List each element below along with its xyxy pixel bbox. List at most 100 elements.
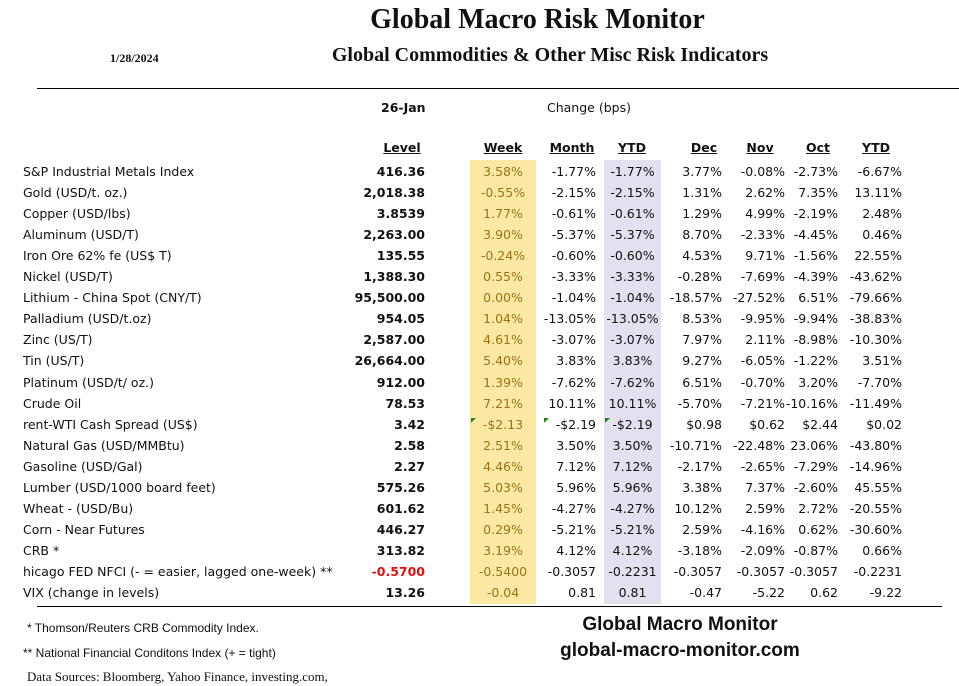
cell-level: 78.53 [385, 395, 425, 411]
cell-month: 5.96% [556, 479, 596, 495]
table-row: Corn - Near Futures 446.27 0.29% -5.21% -5.2… [0, 522, 959, 543]
change-label: Change (bps) [547, 100, 631, 115]
table-row: Gold (USD/t. oz.) 2,018.38 -0.55% -2.15% -2.… [0, 185, 959, 206]
cell-ytd-prev: 13.11% [854, 185, 902, 201]
cell-week: 1.39% [483, 374, 523, 390]
cell-month: 4.12% [556, 542, 596, 558]
table-row: Natural Gas (USD/MMBtu) 2.58 2.51% 3.50% 3.5… [0, 438, 959, 459]
cell-ytd: -1.04% [610, 290, 655, 306]
cell-dec: $0.98 [686, 416, 722, 432]
cell-oct: -2.60% [793, 479, 838, 495]
ytd-column-shade [604, 160, 661, 604]
table-row: Lithium - China Spot (CNY/T) 95,500.00 0.0… [0, 290, 959, 311]
cell-label: Copper (USD/lbs) [23, 206, 131, 222]
cell-nov: 2.11% [745, 332, 785, 348]
cell-nov: 4.99% [745, 206, 785, 222]
cell-comment-flag-icon [605, 417, 610, 423]
cell-ytd-prev: -11.49% [849, 395, 902, 411]
cell-ytd: -1.77% [610, 164, 655, 179]
cell-oct: -2.19% [793, 206, 838, 222]
cell-level: 313.82 [376, 542, 425, 558]
footnote-nfci: ** National Financial Conditons Index (+… [23, 646, 276, 660]
cell-oct: -0.87% [793, 542, 838, 558]
cell-week: 3.58% [483, 164, 523, 179]
cell-ytd: -7.62% [610, 374, 655, 390]
cell-dec: 8.53% [682, 311, 722, 327]
cell-oct: -8.98% [793, 332, 838, 348]
cell-nov: -2.65% [740, 458, 785, 474]
cell-level: 2.27 [394, 458, 425, 474]
cell-nov: -4.16% [740, 521, 785, 537]
as-of-date: 26-Jan [381, 100, 426, 115]
cell-dec: -3.18% [677, 542, 722, 558]
cell-ytd: -0.61% [610, 206, 655, 222]
cell-dec: 3.77% [682, 164, 722, 179]
cell-month: -5.37% [551, 227, 596, 243]
cell-week: 0.00% [483, 290, 523, 306]
cell-oct: 23.06% [790, 437, 838, 453]
table-row: Copper (USD/lbs) 3.8539 1.77% -0.61% -0.61% 1… [0, 206, 959, 227]
cell-month: 7.12% [556, 458, 596, 474]
cell-week: -0.04 [486, 585, 520, 600]
page-subtitle: Global Commodities & Other Misc Risk Ind… [331, 44, 769, 66]
cell-month: -0.61% [551, 206, 596, 222]
cell-nov: -2.09% [740, 542, 785, 558]
cell-ytd: -2.15% [610, 185, 655, 201]
table-row: Iron Ore 62% fe (US$ T) 135.55 -0.24% -0.60… [0, 248, 959, 269]
cell-oct: -10.16% [785, 395, 838, 411]
cell-oct: 0.62 [810, 585, 838, 600]
cell-label: Palladium (USD/t.oz) [23, 311, 152, 327]
cell-nov: 2.59% [745, 500, 785, 516]
cell-nov: -7.21% [740, 395, 785, 411]
cell-oct: -4.39% [793, 269, 838, 285]
cell-nov: -0.08% [740, 164, 785, 179]
cell-nov: -5.22 [752, 585, 785, 600]
cell-ytd-prev: -38.83% [849, 311, 902, 327]
cell-ytd-prev: -20.55% [849, 500, 902, 516]
cell-nov: -0.70% [740, 374, 785, 390]
cell-level: 2,263.00 [363, 227, 425, 243]
brand-site: global-macro-monitor.com [560, 640, 800, 661]
cell-level: 601.62 [376, 500, 425, 516]
cell-label: Iron Ore 62% fe (US$ T) [23, 248, 172, 264]
cell-dec: 2.59% [682, 521, 722, 537]
cell-ytd: 7.12% [612, 458, 653, 474]
cell-oct: -1.56% [793, 248, 838, 264]
cell-dec: 1.31% [682, 185, 722, 201]
cell-oct: -9.94% [793, 311, 838, 327]
cell-dec: -18.57% [669, 290, 722, 306]
cell-oct: 2.72% [798, 500, 838, 516]
cell-ytd: 3.50% [612, 437, 653, 453]
cell-nov: -7.69% [740, 269, 785, 285]
cell-dec: -2.17% [677, 458, 722, 474]
cell-week: 3.90% [483, 227, 523, 243]
cell-ytd: -$2.19 [612, 416, 653, 432]
cell-ytd-prev: -9.22 [869, 585, 902, 600]
cell-week: 3.19% [483, 542, 523, 558]
cell-level: 575.26 [376, 479, 425, 495]
table-row: S&P Industrial Metals Index 416.36 3.58% -1… [0, 164, 959, 185]
cell-oct: -1.22% [793, 353, 838, 369]
cell-dec: 3.38% [682, 479, 722, 495]
table-row: Gasoline (USD/Gal) 2.27 4.46% 7.12% 7.12% -2.… [0, 459, 959, 480]
cell-ytd-prev: 0.46% [862, 227, 902, 243]
cell-week: 4.61% [483, 332, 523, 348]
cell-ytd: -3.07% [610, 332, 655, 348]
cell-ytd-prev: -6.67% [857, 164, 902, 179]
cell-ytd: -5.37% [610, 227, 655, 243]
cell-label: S&P Industrial Metals Index [23, 164, 195, 179]
cell-week: 2.51% [483, 437, 523, 453]
cell-month: 0.81 [568, 585, 596, 600]
table-row: VIX (change in levels) 13.26 -0.04 0.81 0.81… [0, 585, 959, 606]
cell-label: Corn - Near Futures [23, 521, 145, 537]
cell-ytd-prev: $0.02 [866, 416, 902, 432]
cell-month: -1.04% [551, 290, 596, 306]
cell-label: Nickel (USD/T) [23, 269, 113, 285]
cell-week: 0.29% [483, 521, 523, 537]
cell-dec: 4.53% [682, 248, 722, 264]
cell-month: -13.05% [543, 311, 596, 327]
cell-oct: -0.3057 [789, 563, 838, 579]
cell-week: 5.03% [483, 479, 523, 495]
cell-week: 4.46% [483, 458, 523, 474]
